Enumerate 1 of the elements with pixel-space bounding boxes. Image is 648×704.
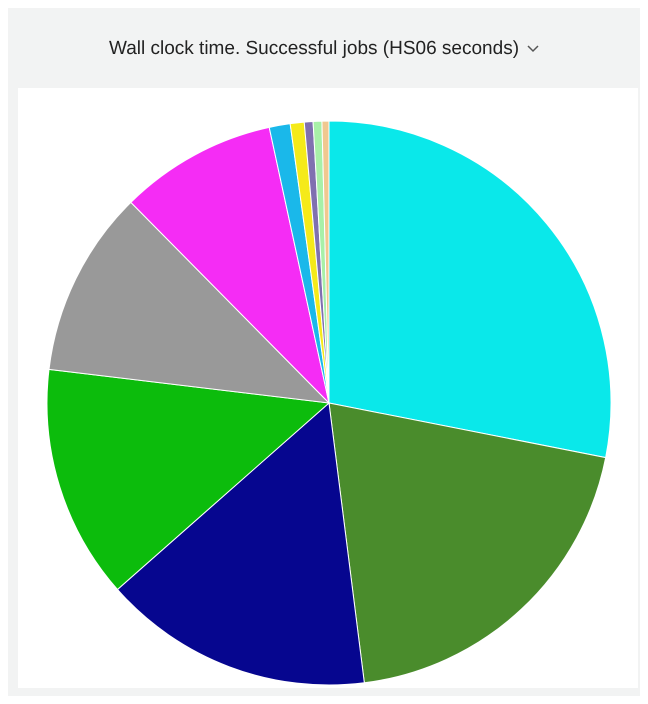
chart-title: Wall clock time. Successful jobs (HS06 seconds) bbox=[108, 38, 520, 60]
